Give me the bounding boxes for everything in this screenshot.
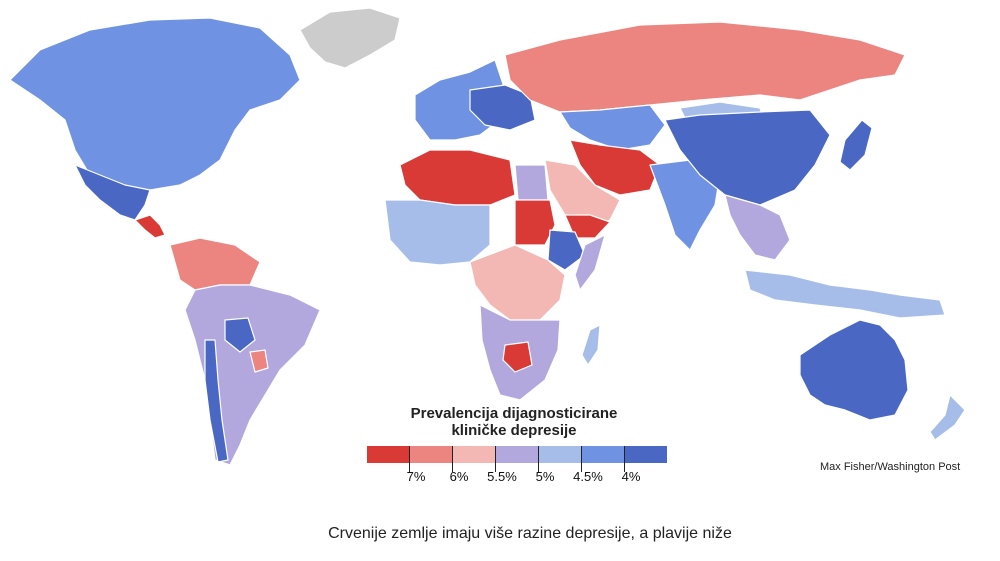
legend-swatch	[367, 446, 409, 463]
region-central-asia	[559, 104, 666, 151]
legend-tick	[624, 446, 625, 472]
region-mexico	[74, 164, 151, 221]
region-central-africa	[469, 244, 566, 321]
legend-tick	[538, 446, 539, 472]
region-greenland	[299, 7, 401, 69]
region-zambia	[502, 341, 533, 373]
region-australia	[799, 319, 909, 421]
legend-tick-label: 4%	[621, 469, 641, 484]
caption: Crvenije zemlje imaju više razine depres…	[328, 525, 732, 542]
legend-tick-label: 6%	[449, 469, 469, 484]
region-west-africa	[384, 199, 491, 266]
region-somalia	[574, 234, 606, 291]
region-north-america	[9, 17, 301, 191]
legend-swatch	[410, 446, 452, 463]
region-indonesia	[744, 269, 946, 319]
region-central-america	[134, 214, 166, 239]
legend-title: Prevalencija dijagnosticirane kliničke d…	[354, 405, 674, 439]
region-russia	[504, 21, 906, 113]
region-north-africa	[399, 149, 516, 206]
source-credit: Max Fisher/Washington Post	[820, 461, 961, 473]
legend-color-scale: 7% 6% 5.5% 5% 4.5% 4%	[367, 446, 669, 484]
region-new-zealand	[929, 394, 966, 441]
legend-swatch	[582, 446, 624, 463]
legend-title-line2: kliničke depresije	[451, 422, 577, 439]
region-madagascar	[581, 324, 601, 366]
region-chile	[204, 339, 229, 463]
legend-tick-label: 5%	[535, 469, 555, 484]
region-ethiopia	[547, 229, 586, 271]
region-southeast-asia	[724, 194, 791, 261]
region-northern-south-america	[169, 237, 261, 291]
legend-tick	[452, 446, 453, 472]
region-bolivia	[224, 317, 256, 353]
world-map	[9, 7, 966, 466]
legend-swatch	[453, 446, 495, 463]
legend-tick-label: 4.5%	[573, 469, 603, 484]
legend-tick	[581, 446, 582, 472]
region-paraguay	[249, 349, 269, 373]
region-egypt	[514, 164, 549, 201]
region-japan	[839, 119, 873, 171]
legend-tick	[495, 446, 496, 472]
legend-tick	[409, 446, 410, 472]
legend-swatch	[496, 446, 538, 463]
region-eastern-europe	[469, 84, 536, 131]
region-china	[664, 109, 831, 206]
region-arabia	[544, 159, 621, 233]
legend-tick-label: 5.5%	[487, 469, 517, 484]
legend-tick-label: 7%	[406, 469, 426, 484]
legend-swatch	[539, 446, 581, 463]
legend-title-line1: Prevalencija dijagnosticirane	[410, 405, 618, 422]
region-middle-east	[569, 139, 661, 196]
legend-swatch	[625, 446, 667, 463]
